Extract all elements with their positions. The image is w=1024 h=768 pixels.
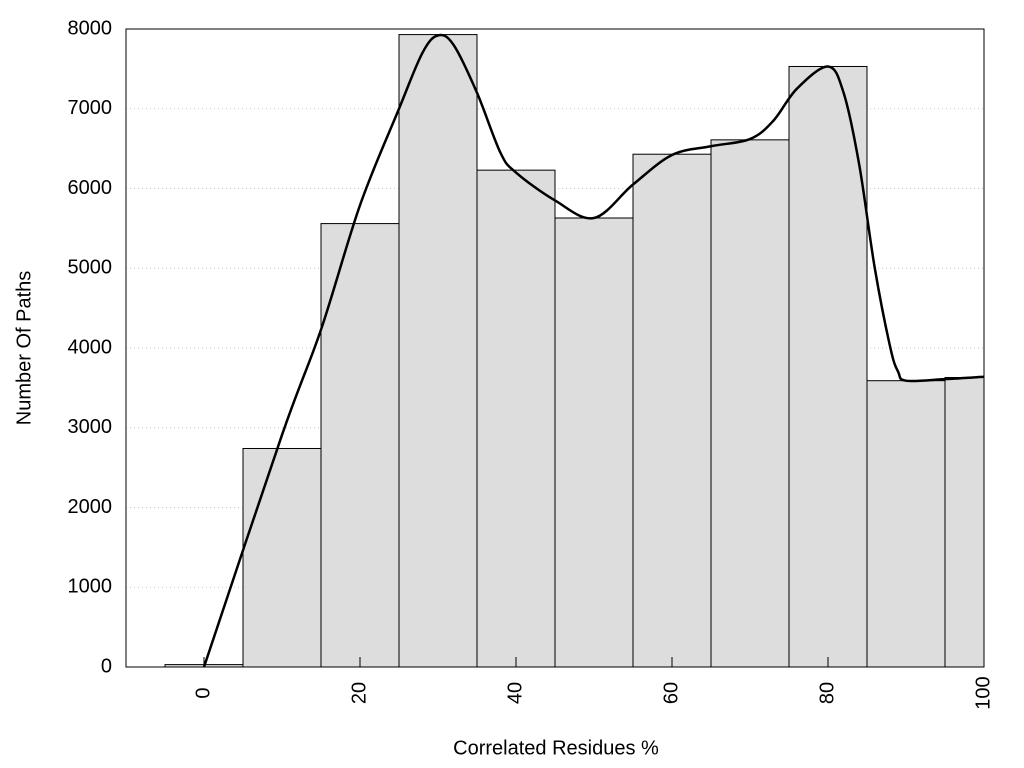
y-tick-label: 0 [101, 655, 112, 677]
bar [866, 380, 946, 667]
y-tick-label: 1000 [68, 576, 113, 598]
y-axis-label: Number Of Paths [13, 271, 35, 426]
y-tick-label: 3000 [68, 416, 113, 438]
x-tick-label: 40 [504, 682, 526, 704]
y-tick-label: 7000 [68, 97, 113, 119]
x-tick-label: 20 [348, 682, 370, 704]
x-tick-label: 100 [972, 676, 994, 709]
bar [632, 153, 712, 667]
bar [788, 65, 868, 667]
bar [554, 217, 634, 667]
axes: 0 1000 2000 3000 4000 5000 6000 7000 8000 0 20 40 60… [68, 17, 995, 709]
x-axis-label: Correlated Residues % [453, 737, 659, 759]
x-tick-label: 0 [192, 687, 214, 698]
trend-line [202, 33, 984, 667]
bar [398, 34, 478, 667]
x-tick-label: 60 [660, 682, 682, 704]
bar [710, 139, 790, 667]
curve [202, 33, 984, 667]
x-tick-label: 80 [816, 682, 838, 704]
bar [944, 377, 984, 667]
plot-frame [125, 28, 985, 668]
bar [320, 223, 400, 667]
y-tick-label: 2000 [68, 496, 113, 518]
y-tick-label: 4000 [68, 336, 113, 358]
bar [242, 447, 322, 667]
y-tick-label: 8000 [68, 17, 113, 39]
bar [476, 169, 556, 667]
y-tick-label: 5000 [68, 257, 113, 279]
bars [164, 34, 984, 667]
y-tick-label: 6000 [68, 177, 113, 199]
